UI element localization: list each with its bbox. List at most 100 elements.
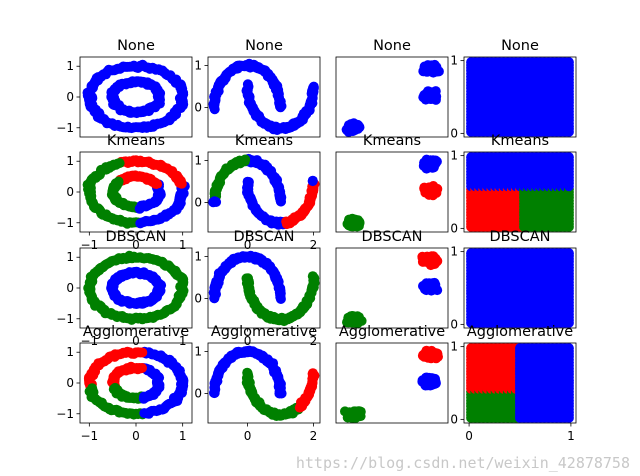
x-tick-label: 0 xyxy=(132,429,140,443)
scatter-points xyxy=(341,59,444,137)
y-tick-label: 1 xyxy=(450,149,458,163)
axes-frame xyxy=(463,247,577,329)
scatter-points xyxy=(466,248,574,328)
x-tick-label: 1 xyxy=(179,238,187,252)
subplot-title: DBSCAN xyxy=(234,229,295,245)
data-point xyxy=(424,182,435,193)
x-tick-label: 0 xyxy=(244,429,252,443)
y-tick-label: 1 xyxy=(450,54,458,68)
y-tick-label: 1 xyxy=(66,345,74,359)
data-point xyxy=(308,81,319,92)
x-tick-label: 0 xyxy=(132,238,140,252)
data-point xyxy=(178,188,189,199)
scatter-points xyxy=(208,250,320,327)
axes-frame xyxy=(207,342,321,424)
subplot-title: None xyxy=(117,38,155,54)
scatter-points xyxy=(208,153,320,230)
x-tick-label: 1 xyxy=(179,334,187,348)
data-point xyxy=(425,253,436,264)
scatter-points xyxy=(466,152,574,232)
subplot-title: DBSCAN xyxy=(490,229,551,245)
y-tick-label: 0 xyxy=(450,221,458,235)
data-point xyxy=(426,351,436,362)
scatter-points xyxy=(209,345,320,421)
data-point xyxy=(307,175,318,186)
data-point xyxy=(177,284,188,295)
x-tick-label: 1 xyxy=(179,429,187,443)
scatter-points xyxy=(82,59,189,134)
subplot-title: Agglomerative xyxy=(83,324,189,340)
subplot-title: DBSCAN xyxy=(362,229,423,245)
y-tick-label: 0 xyxy=(194,292,202,306)
x-tick-label: 0 xyxy=(132,334,140,348)
subplot-3-2: 0 1 0 2 DBSCAN xyxy=(194,229,321,348)
data-point xyxy=(174,93,185,104)
y-tick-label: 0 xyxy=(66,185,74,199)
subplot-title: None xyxy=(245,38,283,54)
data-point xyxy=(353,411,363,422)
axes-frame xyxy=(207,247,321,329)
scatter-points xyxy=(466,57,574,137)
subplot-title: Kmeans xyxy=(107,133,165,149)
y-tick-label: 0 xyxy=(66,376,74,390)
x-tick-label: 2 xyxy=(310,429,318,443)
data-point xyxy=(563,152,574,163)
data-point xyxy=(176,379,186,390)
axes-frame xyxy=(335,151,449,233)
subplot-title: Agglomerative xyxy=(211,324,317,340)
axes-frame xyxy=(335,247,449,329)
data-point xyxy=(343,218,354,229)
subplot-title: Kmeans xyxy=(235,133,293,149)
data-point xyxy=(563,248,574,259)
scatter-points xyxy=(342,251,443,328)
y-tick-label: −1 xyxy=(56,216,74,230)
data-point xyxy=(425,282,436,293)
y-tick-label: 1 xyxy=(194,249,202,263)
data-point xyxy=(307,368,318,379)
axes-frame xyxy=(207,56,321,138)
axes-frame xyxy=(207,151,321,233)
y-tick-label: 1 xyxy=(66,250,74,264)
axes-frame xyxy=(335,56,449,138)
x-tick-label: 0 xyxy=(244,238,252,252)
y-tick-label: 0 xyxy=(450,317,458,331)
data-point xyxy=(424,61,435,72)
subplot-2-2: 0 1 0 2 Kmeans xyxy=(194,133,321,252)
scatter-points xyxy=(82,155,190,229)
x-tick-label: 0 xyxy=(244,334,252,348)
y-tick-label: 1 xyxy=(194,58,202,72)
subplot-title: None xyxy=(373,38,411,54)
y-tick-label: −1 xyxy=(56,407,74,421)
data-point xyxy=(155,187,166,198)
y-tick-label: 0 xyxy=(194,196,202,210)
scatter-points xyxy=(342,154,443,232)
data-point xyxy=(209,104,220,115)
axes-frame xyxy=(335,342,449,424)
data-point xyxy=(307,271,318,282)
y-tick-label: 1 xyxy=(66,59,74,73)
subplot-title: Agglomerative xyxy=(339,324,445,340)
y-tick-label: 0 xyxy=(450,126,458,140)
data-point xyxy=(208,197,219,208)
y-tick-label: 0 xyxy=(66,90,74,104)
subplot-1-1: −1 0 1 None xyxy=(56,38,193,138)
subplot-title: Kmeans xyxy=(363,133,421,149)
x-tick-label: −1 xyxy=(80,334,98,348)
scatter-points xyxy=(83,346,189,420)
x-tick-label: 2 xyxy=(310,238,318,252)
subplot-3-3: DBSCAN xyxy=(335,229,449,329)
y-tick-label: −1 xyxy=(56,121,74,135)
y-tick-label: 1 xyxy=(194,153,202,167)
y-tick-label: 1 xyxy=(194,344,202,358)
y-tick-label: 0 xyxy=(66,281,74,295)
subplot-2-3: Kmeans xyxy=(335,133,449,233)
scatter-points xyxy=(466,343,574,423)
